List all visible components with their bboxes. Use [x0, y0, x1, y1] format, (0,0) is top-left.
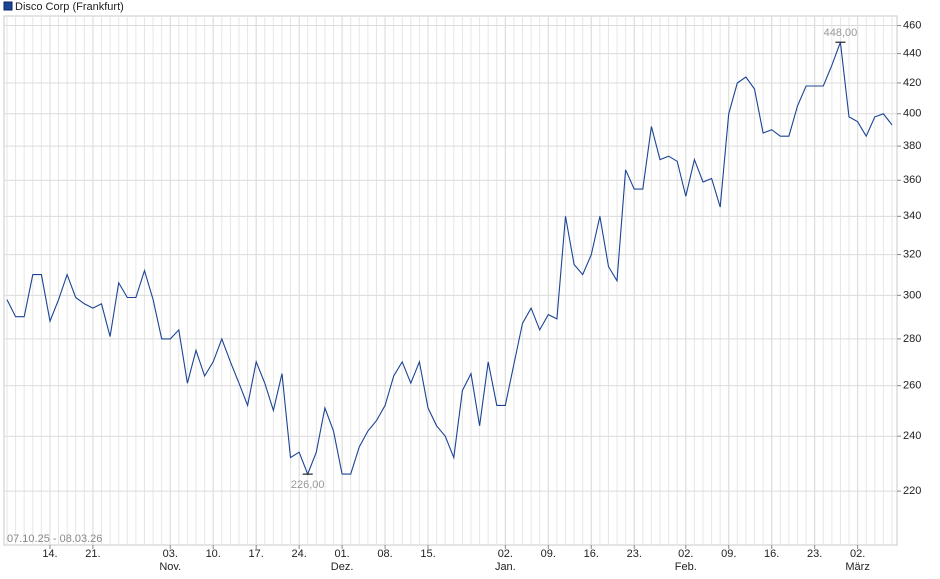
price-line [6, 42, 893, 476]
x-tick-label: 01. [334, 548, 349, 560]
date-range: 07.10.25 - 08.03.26 [7, 533, 102, 545]
month-label: Jan. [495, 561, 516, 573]
legend-swatch [3, 1, 13, 11]
month-label: März [845, 561, 869, 573]
y-tick-label: 280 [903, 333, 921, 345]
y-tick-label: 220 [903, 485, 921, 497]
x-tick-label: 09. [541, 548, 556, 560]
extreme-label: 448,00 [824, 27, 858, 39]
x-tick-label: 16. [764, 548, 779, 560]
y-tick-label: 300 [903, 289, 921, 301]
x-tick-label: 08. [377, 548, 392, 560]
y-tick-label: 340 [903, 210, 921, 222]
month-label: Nov. [159, 561, 181, 573]
y-tick-label: 260 [903, 380, 921, 392]
month-label: Dez. [331, 561, 354, 573]
x-tick-label: 16. [584, 548, 599, 560]
x-tick-label: 23. [807, 548, 822, 560]
x-tick-label: 23. [627, 548, 642, 560]
y-tick-label: 440 [903, 47, 921, 59]
x-tick-label: 14. [42, 548, 57, 560]
x-tick-label: 09. [721, 548, 736, 560]
y-tick-label: 240 [903, 430, 921, 442]
y-tick-label: 400 [903, 108, 921, 120]
x-tick-label: 03. [163, 548, 178, 560]
x-tick-label: 10. [206, 548, 221, 560]
month-label: Feb. [675, 561, 697, 573]
x-tick-label: 21. [85, 548, 100, 560]
y-tick-label: 420 [903, 77, 921, 89]
plot-frame [3, 15, 898, 546]
x-tick-label: 02. [498, 548, 513, 560]
y-tick-label: 380 [903, 140, 921, 152]
grid-background [3, 15, 898, 546]
x-tick-label: 24. [291, 548, 306, 560]
legend-label: Disco Corp (Frankfurt) [15, 1, 124, 13]
y-tick-label: 460 [903, 19, 921, 31]
extreme-label: 226,00 [291, 479, 325, 491]
x-tick-label: 02. [850, 548, 865, 560]
y-tick-label: 320 [903, 249, 921, 261]
y-tick-label: 360 [903, 174, 921, 186]
x-tick-label: 15. [420, 548, 435, 560]
x-tick-label: 02. [678, 548, 693, 560]
x-tick-label: 17. [249, 548, 264, 560]
